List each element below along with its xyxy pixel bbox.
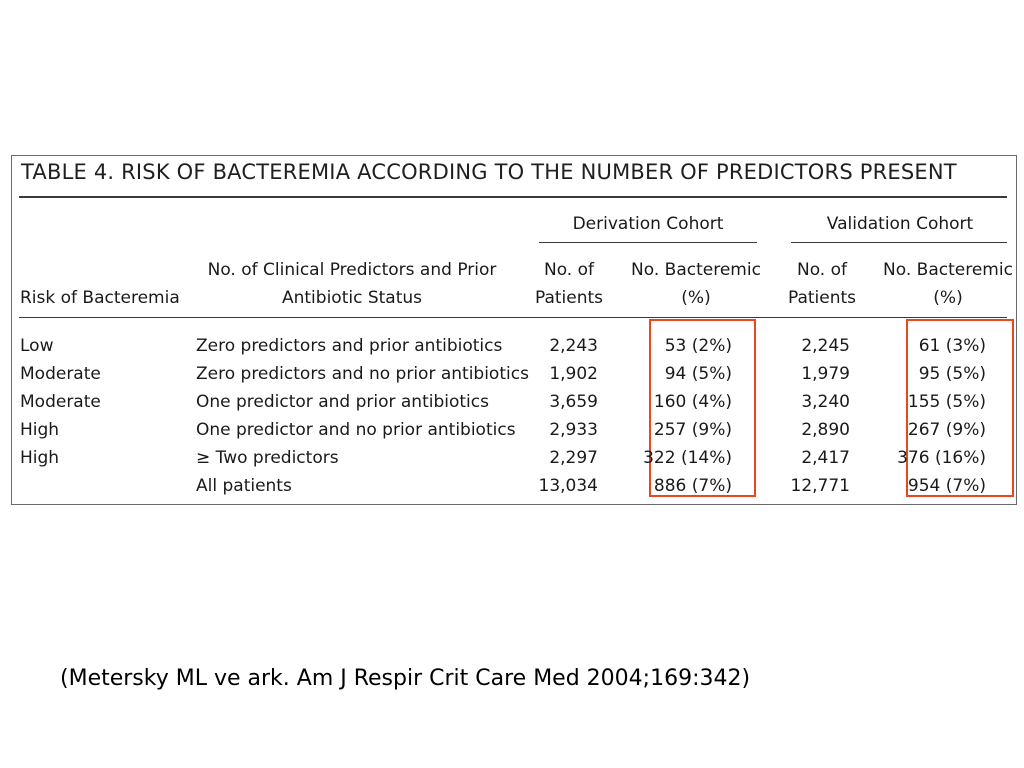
- row-3-d-patients: 3,659: [549, 392, 598, 412]
- row-2-risk: Moderate: [20, 364, 101, 384]
- row-2-d-patients: 1,902: [549, 364, 598, 384]
- row-5-d-bact: 322 (14%): [643, 448, 732, 468]
- col-header-predictors-line1: No. of Clinical Predictors and Prior: [207, 260, 497, 280]
- row-1-v-patients: 2,245: [801, 336, 850, 356]
- row-6-d-bact: 886 (7%): [653, 476, 732, 496]
- row-2-v-bact: 95 (5%): [918, 364, 986, 384]
- row-5-predictors: ≥ Two predictors: [196, 448, 339, 468]
- col-header-d-bact-line2: (%): [681, 288, 711, 308]
- validation-cohort-header: Validation Cohort: [826, 214, 974, 234]
- row-1-risk: Low: [20, 336, 54, 356]
- validation-cohort-rule: [791, 242, 1007, 243]
- derivation-cohort-rule: [539, 242, 757, 243]
- col-header-predictors-line2: Antibiotic Status: [281, 288, 423, 308]
- col-header-d-patients-line1: No. of: [543, 260, 594, 280]
- col-header-v-patients-line1: No. of: [796, 260, 847, 280]
- row-3-risk: Moderate: [20, 392, 101, 412]
- derivation-cohort-header: Derivation Cohort: [572, 214, 724, 234]
- row-3-predictors: One predictor and prior antibiotics: [196, 392, 489, 412]
- row-5-d-patients: 2,297: [549, 448, 598, 468]
- row-3-d-bact: 160 (4%): [653, 392, 732, 412]
- row-2-d-bact: 94 (5%): [664, 364, 732, 384]
- row-4-v-patients: 2,890: [801, 420, 850, 440]
- row-6-v-patients: 12,771: [790, 476, 850, 496]
- row-4-d-patients: 2,933: [549, 420, 598, 440]
- col-header-d-patients-line2: Patients: [534, 288, 604, 308]
- row-4-d-bact: 257 (9%): [653, 420, 732, 440]
- row-2-v-patients: 1,979: [801, 364, 850, 384]
- row-4-risk: High: [20, 420, 60, 440]
- row-1-d-patients: 2,243: [549, 336, 598, 356]
- row-5-v-bact: 376 (16%): [897, 448, 986, 468]
- row-4-v-bact: 267 (9%): [907, 420, 986, 440]
- row-3-v-bact: 155 (5%): [907, 392, 986, 412]
- row-6-v-bact: 954 (7%): [907, 476, 986, 496]
- row-2-predictors: Zero predictors and no prior antibiotics: [196, 364, 529, 384]
- header-rule: [19, 317, 1007, 318]
- col-header-d-bact-line1: No. Bacteremic: [631, 260, 761, 280]
- row-4-predictors: One predictor and no prior antibiotics: [196, 420, 516, 440]
- col-header-v-bact-line2: (%): [933, 288, 963, 308]
- row-1-predictors: Zero predictors and prior antibiotics: [196, 336, 503, 356]
- row-5-risk: High: [20, 448, 60, 468]
- col-header-v-patients-line2: Patients: [787, 288, 857, 308]
- row-3-v-patients: 3,240: [801, 392, 850, 412]
- table-title: TABLE 4. RISK OF BACTEREMIA ACCORDING TO…: [21, 160, 957, 184]
- title-rule: [19, 196, 1007, 198]
- row-6-predictors: All patients: [196, 476, 292, 496]
- row-1-v-bact: 61 (3%): [918, 336, 986, 356]
- table-frame: TABLE 4. RISK OF BACTEREMIA ACCORDING TO…: [11, 155, 1017, 505]
- row-6-d-patients: 13,034: [538, 476, 598, 496]
- citation: (Metersky ML ve ark. Am J Respir Crit Ca…: [60, 666, 751, 691]
- col-header-v-bact-line1: No. Bacteremic: [883, 260, 1013, 280]
- row-5-v-patients: 2,417: [801, 448, 850, 468]
- col-header-risk: Risk of Bacteremia: [20, 288, 180, 308]
- row-1-d-bact: 53 (2%): [664, 336, 732, 356]
- derivation-highlight-box: [649, 319, 756, 497]
- validation-highlight-box: [906, 319, 1014, 497]
